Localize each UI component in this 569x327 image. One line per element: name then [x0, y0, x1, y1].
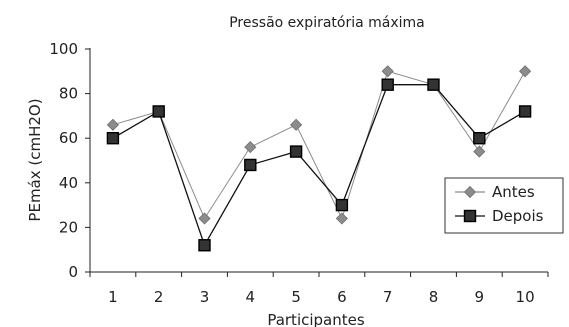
data-point-depois [152, 105, 165, 118]
chart-title: Pressão expiratória máxima [229, 15, 425, 31]
x-tick-label: 1 [108, 288, 118, 306]
x-tick-label: 7 [383, 288, 393, 306]
data-point-depois [518, 105, 532, 118]
y-tick-label: 0 [68, 263, 78, 281]
x-axis-label: Participantes [267, 311, 365, 327]
data-point-antes [198, 212, 211, 225]
y-tick-label: 40 [59, 174, 78, 192]
data-point-antes [519, 65, 532, 78]
x-tick-label: 6 [337, 288, 347, 306]
series-line-antes [112, 70, 526, 220]
y-tick-label: 80 [59, 85, 78, 103]
data-point-antes [335, 212, 348, 225]
data-point-antes [244, 141, 257, 154]
legend-box [444, 177, 564, 234]
x-tick-label: 4 [246, 288, 256, 306]
data-point-antes [106, 118, 119, 131]
x-tick-label: 8 [429, 288, 439, 306]
series-layer [106, 65, 532, 252]
data-point-depois [381, 78, 394, 91]
data-point-depois [106, 131, 120, 145]
legend-items: Antes Depois [455, 183, 544, 225]
data-point-antes [290, 118, 303, 131]
data-point-antes [381, 65, 394, 78]
legend-marker-antes [463, 185, 477, 199]
legend: Antes Depois [444, 177, 564, 234]
y-ticks: 0 20 40 60 80 100 [49, 40, 90, 281]
legend-marker-depois [463, 209, 477, 223]
x-tick-label: 5 [291, 288, 301, 306]
x-ticks: 1 2 3 4 5 6 7 8 9 10 [89, 272, 549, 306]
series-line-depois [112, 84, 526, 247]
data-point-depois [244, 158, 257, 172]
data-point-depois [473, 131, 486, 145]
y-axis-label: PEmáx (cmH2O) [26, 98, 44, 221]
y-tick-label: 60 [59, 129, 78, 147]
legend-label-depois: Depois [492, 207, 544, 225]
y-tick-label: 20 [59, 218, 78, 236]
data-point-depois [289, 145, 303, 158]
data-point-depois [427, 78, 440, 91]
legend-label-antes: Antes [492, 183, 535, 201]
x-tick-label: 10 [516, 288, 535, 306]
data-point-depois [198, 239, 211, 252]
data-point-antes [473, 145, 486, 158]
x-tick-label: 3 [200, 288, 210, 306]
y-tick-label: 100 [49, 40, 78, 58]
data-point-depois [335, 198, 349, 212]
x-tick-label: 9 [475, 288, 485, 306]
x-tick-label: 2 [154, 288, 164, 306]
